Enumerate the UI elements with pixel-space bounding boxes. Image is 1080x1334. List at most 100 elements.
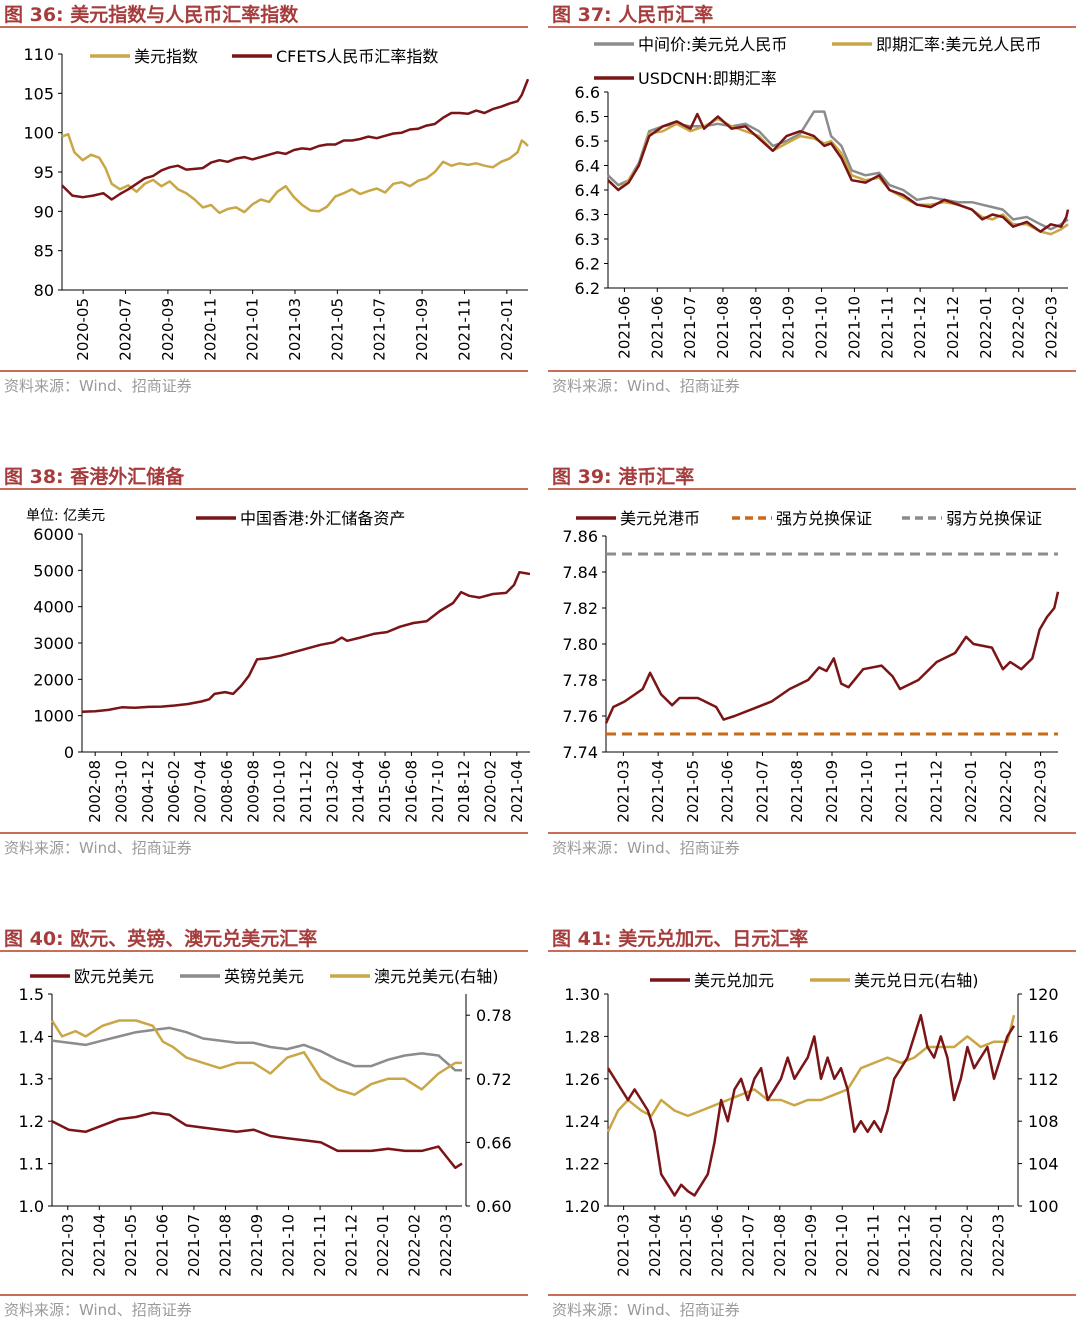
y-tick-label: 1.24 — [564, 1112, 600, 1131]
chart-panel-39: 图 39: 港币汇率 7.86 7.84 7.82 7.80 7.78 7.76 7.74 2… — [548, 462, 1078, 872]
x-tick-label: 2021-05 — [684, 760, 702, 823]
y-tick-label: 105 — [23, 84, 54, 103]
x-tick-label: 2022-02 — [958, 1214, 976, 1277]
legend-label: 欧元兑美元 — [74, 967, 154, 986]
right-y-tick-label: 112 — [1028, 1070, 1059, 1089]
chart-panel-41: 图 41: 美元兑加元、日元汇率 1.30 1.28 1.26 1.24 1.22 1.2… — [548, 924, 1078, 1334]
legend-label: 弱方兑换保证 — [946, 509, 1042, 528]
y-tick-label: 0 — [64, 743, 74, 762]
x-tick-label: 2006-02 — [165, 760, 183, 823]
x-tick-label: 2020-02 — [481, 760, 499, 823]
y-tick-label: 1000 — [33, 707, 74, 726]
x-tick-label: 2021-03 — [59, 1214, 77, 1277]
legend-label: 澳元兑美元(右轴) — [374, 967, 499, 986]
legend-label: CFETS人民币汇率指数 — [276, 47, 438, 66]
legend-label: 即期汇率:美元兑人民币 — [876, 35, 1041, 54]
y-tick-label: 7.78 — [562, 671, 598, 690]
y-tick-label: 5000 — [33, 561, 74, 580]
legend-label: 中间价:美元兑人民币 — [638, 35, 787, 54]
right-y-tick-label: 0.72 — [476, 1070, 512, 1089]
y-tick-label: 110 — [23, 45, 54, 64]
legend-item: 中间价:美元兑人民币 — [594, 35, 787, 54]
x-tick-label: 2021-10 — [845, 296, 863, 359]
series-line — [607, 110, 1069, 231]
x-tick-label: 2021-11 — [311, 1214, 329, 1277]
series-line — [50, 1019, 462, 1096]
legend-label: 强方兑换保证 — [776, 509, 872, 528]
x-tick-label: 2021-12 — [343, 1214, 361, 1277]
legend-label: 美元兑港币 — [620, 509, 700, 528]
x-tick-label: 2011-12 — [297, 760, 315, 823]
chart-us-dollar-index-cfets: 110 105 100 95 90 85 80 2020-05 2020-07 2020-09 20… — [23, 45, 530, 361]
x-tick-label: 2021-08 — [788, 760, 806, 823]
x-tick-label: 2004-12 — [139, 760, 157, 823]
legend-item: 中国香港:外汇储备资产 — [196, 509, 405, 528]
chart-panel-36: 图 36: 美元指数与人民币汇率指数 110 105 100 95 90 85 80 2020… — [0, 0, 530, 410]
y-tick-label: 1.1 — [19, 1155, 44, 1174]
series-line — [81, 570, 530, 713]
chart-title: 图 41: 美元兑加元、日元汇率 — [552, 928, 809, 950]
title-divider — [548, 950, 1076, 952]
legend-label: 英镑兑美元 — [224, 967, 304, 986]
y-tick-label: 1.5 — [19, 985, 44, 1004]
y-tick-label: 1.0 — [19, 1197, 44, 1216]
x-tick-label: 2021-11 — [455, 298, 473, 361]
series-line — [607, 112, 1070, 233]
y-tick-label: 1.30 — [564, 985, 600, 1004]
chart-hk-fx-reserves: 6000 5000 4000 3000 2000 1000 0 2002-08 2003-10 2… — [26, 508, 530, 823]
x-tick-label: 2021-05 — [677, 1214, 695, 1277]
x-tick-label: 2021-10 — [833, 1214, 851, 1277]
x-tick-label: 2022-02 — [1010, 296, 1028, 359]
y-tick-label: 1.28 — [564, 1027, 600, 1046]
x-tick-label: 2020-07 — [117, 298, 135, 361]
source-note: 资料来源：Wind、招商证券 — [552, 839, 740, 857]
x-tick-label: 2021-10 — [858, 760, 876, 823]
legend-label: 美元兑日元(右轴) — [854, 971, 979, 990]
chart-panel-37: 图 37: 人民币汇率 6.6 6.5 6.5 6.4 6.4 6.3 6.3 6.2 6.2 2… — [548, 0, 1078, 410]
x-tick-label: 2021-05 — [328, 298, 346, 361]
right-y-tick-label: 116 — [1028, 1027, 1059, 1046]
x-tick-label: 2021-03 — [286, 298, 304, 361]
series-line — [61, 78, 530, 201]
x-tick-label: 2021-06 — [708, 1214, 726, 1277]
y-tick-label: 1.3 — [19, 1070, 44, 1089]
right-y-tick-label: 0.66 — [476, 1133, 512, 1152]
x-tick-label: 2021-11 — [864, 1214, 882, 1277]
x-tick-label: 2021-10 — [813, 296, 831, 359]
x-tick-label: 2010-10 — [271, 760, 289, 823]
series-line — [604, 591, 1060, 724]
chart-panel-40: 图 40: 欧元、英镑、澳元兑美元汇率 1.5 1.4 1.3 1.2 1.1 1.0 0.… — [0, 924, 530, 1334]
x-tick-label: 2014-04 — [350, 760, 368, 823]
x-tick-label: 2021-08 — [216, 1214, 234, 1277]
x-tick-label: 2021-07 — [753, 760, 771, 823]
chart-title: 图 38: 香港外汇储备 — [4, 466, 185, 488]
title-divider — [548, 488, 1076, 490]
y-tick-label: 6.5 — [575, 132, 600, 151]
y-tick-label: 6.2 — [575, 255, 600, 274]
x-tick-label: 2021-12 — [927, 760, 945, 823]
y-tick-label: 7.86 — [562, 527, 598, 546]
y-tick-label: 7.84 — [562, 563, 598, 582]
source-divider — [0, 370, 528, 372]
legend-item: 美元兑加元 — [650, 971, 774, 990]
series-line — [606, 1014, 1016, 1133]
y-tick-label: 1.4 — [19, 1027, 44, 1046]
x-tick-label: 2007-04 — [192, 760, 210, 823]
chart-panel-38: 图 38: 香港外汇储备 6000 5000 4000 3000 2000 1000 0 20… — [0, 462, 530, 872]
x-tick-label: 2021-04 — [508, 760, 526, 823]
x-tick-label: 2021-06 — [648, 296, 666, 359]
legend-item: 英镑兑美元 — [180, 967, 304, 986]
chart-title: 图 37: 人民币汇率 — [552, 4, 714, 26]
chart-title: 图 40: 欧元、英镑、澳元兑美元汇率 — [4, 928, 318, 950]
chart-hkd-exchange-rate: 7.86 7.84 7.82 7.80 7.78 7.76 7.74 2021-03 2021-… — [562, 509, 1060, 823]
series-line — [606, 1013, 1016, 1197]
y-tick-label: 6.5 — [575, 108, 600, 127]
x-tick-label: 2021-03 — [614, 760, 632, 823]
x-tick-label: 2020-09 — [159, 298, 177, 361]
x-tick-label: 2021-07 — [681, 296, 699, 359]
source-note: 资料来源：Wind、招商证券 — [552, 1301, 740, 1319]
chart-usd-cad-jpy: 1.30 1.28 1.26 1.24 1.22 1.20 120 116 112 108 104 1… — [564, 971, 1059, 1277]
x-tick-label: 2003-10 — [113, 760, 131, 823]
y-tick-label: 2000 — [33, 670, 74, 689]
x-tick-label: 2021-01 — [244, 298, 262, 361]
